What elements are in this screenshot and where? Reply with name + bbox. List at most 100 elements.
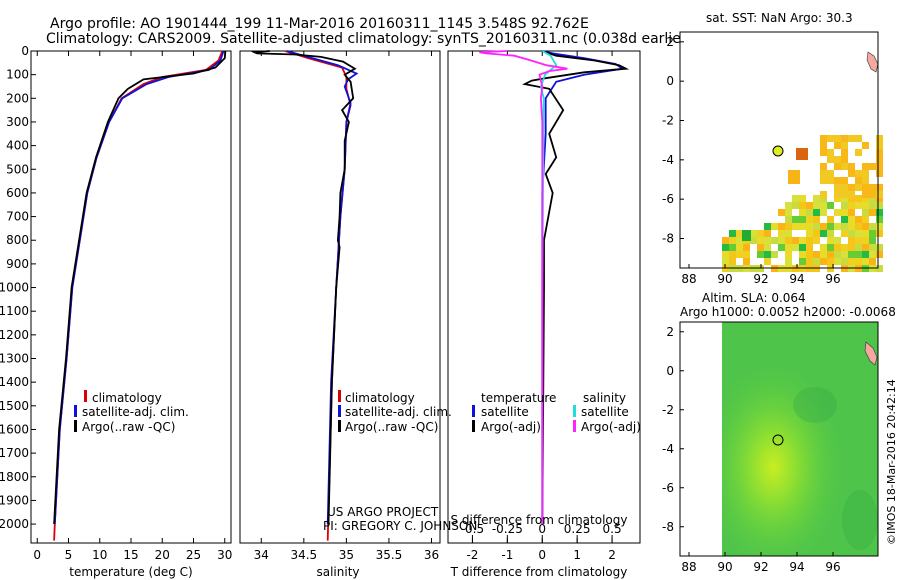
sst-cell: [785, 258, 792, 265]
sst-cell: [820, 251, 827, 258]
sst-cell: [834, 184, 841, 191]
series-line-t-satellite: [541, 50, 625, 525]
y-tick-label: 800: [6, 233, 29, 247]
x-tick-label: 35.5: [376, 548, 403, 562]
x-tick-label: 35: [339, 548, 354, 562]
temperature-series: [53, 50, 227, 541]
sst-cell: [862, 244, 869, 251]
sst-cell: [722, 251, 729, 258]
sst-cell: [764, 237, 771, 244]
sst-cell: [827, 237, 834, 244]
lat-tick-label: -6: [662, 192, 674, 206]
legend-group-temperature: temperature: [481, 391, 556, 405]
sst-cell: [862, 191, 869, 198]
sst-cell: [778, 209, 785, 216]
legend-argo: Argo(..raw -QC): [82, 420, 175, 434]
sst-cell: [848, 195, 855, 202]
y-tick-label: 600: [6, 186, 29, 200]
sst-cell: [862, 258, 869, 265]
sst-cell: [862, 184, 869, 191]
sla-map-frame: [679, 321, 879, 557]
lat-tick-label: -8: [662, 232, 674, 246]
sst-cell: [799, 237, 806, 244]
sst-cell: [876, 209, 883, 216]
sst-cell: [799, 202, 806, 209]
sst-cell: [855, 223, 862, 230]
legend-satellite: satellite-adj. clim.: [345, 405, 452, 419]
sst-cell: [722, 258, 729, 265]
sst-cell: [788, 170, 800, 184]
sst-cell: [876, 251, 883, 258]
sst-cell: [785, 237, 792, 244]
sst-cell: [785, 244, 792, 251]
lat-tick-label: -4: [662, 442, 674, 456]
sst-cell: [834, 142, 841, 149]
lat-tick-label: 0: [666, 74, 674, 88]
sst-cell: [792, 223, 799, 230]
sst-cell: [862, 230, 869, 237]
sst-cell: [862, 209, 869, 216]
temperature-panel: 0100200300400500600700800900100011001200…: [0, 44, 232, 579]
salinity-series: [251, 50, 359, 541]
legend-t-satellite: satellite: [481, 405, 529, 419]
sst-cell: [855, 170, 862, 177]
s-difference-axis: -0.5 -0.25 0 0.25 0.5: [461, 522, 622, 543]
legend-climatology: climatology: [92, 391, 162, 405]
sst-cell: [834, 209, 841, 216]
y-tick-label: 1600: [0, 422, 29, 436]
sst-cell: [799, 251, 806, 258]
sst-cell: [799, 258, 806, 265]
sst-cell: [855, 184, 862, 191]
y-tick-label: 1300: [0, 352, 29, 366]
sst-cell: [806, 258, 813, 265]
sst-cell: [820, 244, 827, 251]
series-line-s-argo-adj-: [479, 50, 568, 525]
sst-cell: [757, 230, 764, 237]
lon-tick-label: 92: [753, 560, 768, 574]
coastline-island: [864, 341, 878, 366]
sst-cell: [876, 163, 883, 170]
sst-cell: [764, 223, 771, 230]
pressure-axis: 0 100 200 300 400 500 600 700 800 900 1000 1100 1200…: [0, 44, 36, 531]
sst-cell: [806, 216, 813, 223]
sst-cell: [757, 237, 764, 244]
legend-group-salinity: salinity: [583, 391, 626, 405]
legend-satellite: satellite-adj. clim.: [82, 405, 189, 419]
series-line-climatology: [284, 50, 352, 541]
coastline-island: [866, 51, 879, 73]
sst-cell: [813, 230, 820, 237]
lon-tick-label: 90: [717, 272, 732, 286]
sst-cell: [841, 195, 848, 202]
sst-cell: [792, 195, 799, 202]
sst-cell: [841, 209, 848, 216]
sst-cell: [869, 184, 876, 191]
sst-cell: [827, 149, 834, 156]
legend-s-satellite: satellite: [581, 405, 629, 419]
sst-cell: [813, 237, 820, 244]
sla-map-panel: Altim. SLA: 0.064 Argo h1000: 0.0052 h20…: [662, 291, 896, 574]
sst-map-frame: [679, 31, 879, 269]
sst-cell: [862, 202, 869, 209]
sst-cell: [806, 230, 813, 237]
sst-cell: [743, 258, 750, 265]
sst-cell: [813, 216, 820, 223]
y-tick-label: 1000: [0, 281, 29, 295]
sst-map-panel: sat. SST: NaN Argo: 30.3 2 0 -2 -4 -6 -8 88 90…: [662, 11, 883, 286]
sla-map-title: Altim. SLA: 0.064: [702, 291, 806, 305]
sst-cell: [827, 156, 834, 163]
sst-cell: [855, 230, 862, 237]
sst-cell: [876, 195, 883, 202]
sst-cell: [855, 202, 862, 209]
sst-cell: [820, 191, 827, 198]
y-tick-label: 100: [6, 68, 29, 82]
sst-cell: [792, 237, 799, 244]
lat-tick-label: 2: [666, 325, 674, 339]
sst-cell: [869, 237, 876, 244]
y-tick-label: 300: [6, 115, 29, 129]
sst-cell: [820, 135, 827, 142]
sst-cell: [827, 244, 834, 251]
sst-cell: [862, 163, 869, 170]
x-tick-label: 2: [608, 548, 616, 562]
x-tick-label: 34: [254, 548, 269, 562]
